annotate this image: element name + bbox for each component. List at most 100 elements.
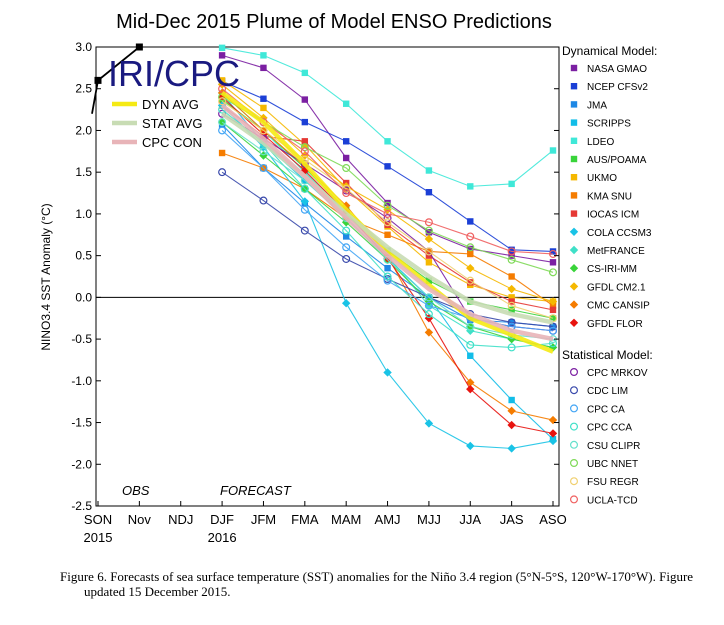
series-line xyxy=(221,100,554,319)
series-point xyxy=(300,197,310,206)
x-tick-label: SON xyxy=(84,512,112,527)
y-tick-label: -0.5 xyxy=(71,332,92,346)
series-line xyxy=(221,88,554,255)
series-point xyxy=(218,149,226,157)
series-point xyxy=(384,138,391,145)
series-point xyxy=(217,117,227,127)
series-point xyxy=(507,334,516,344)
series-point xyxy=(342,226,351,235)
y-tick-label: -2.0 xyxy=(71,457,92,471)
x-tick-label: ASO xyxy=(539,512,566,527)
series-point xyxy=(466,243,475,252)
observed-point xyxy=(94,76,102,84)
series-point xyxy=(300,184,309,193)
series-point xyxy=(425,277,433,284)
series-point xyxy=(217,92,227,102)
y-tick-label: 2.5 xyxy=(75,82,92,96)
series-point xyxy=(383,214,392,223)
x-tick-label: AMJ xyxy=(375,512,401,527)
series-point xyxy=(218,52,226,59)
legend-label: CSU CLIPR xyxy=(587,441,640,452)
y-tick-label: -1.0 xyxy=(71,374,92,388)
legend-label: KMA SNU xyxy=(587,191,632,202)
legend-marker xyxy=(570,101,578,108)
series-point xyxy=(301,118,309,126)
x-tick-label: MJJ xyxy=(417,512,441,527)
series-point xyxy=(383,368,392,377)
series-point xyxy=(383,272,392,281)
series-line xyxy=(221,171,554,328)
series-point xyxy=(549,248,557,255)
series-point xyxy=(548,268,557,277)
series-point xyxy=(466,384,475,394)
series-point xyxy=(549,259,557,266)
legend-label: COLA CCSM3 xyxy=(587,228,652,239)
series-ucla-tcd xyxy=(218,84,557,258)
series-point xyxy=(301,138,309,145)
series-point xyxy=(383,276,392,285)
series-point xyxy=(548,249,557,258)
legend-label: MetFRANCE xyxy=(587,246,645,257)
series-point xyxy=(384,163,391,170)
series-line xyxy=(221,109,554,348)
logo-text: IRI/CPC xyxy=(108,53,240,94)
series-line xyxy=(221,96,554,273)
series-point xyxy=(425,259,433,266)
series-point xyxy=(217,80,227,89)
model-legend: Dynamical Model: NASA GMAO NCEP CFSv2 JMA SC… xyxy=(562,44,657,506)
legend-label: NASA GMAO xyxy=(587,64,647,75)
legend-marker xyxy=(569,300,579,309)
y-axis-label: NINO3.4 SST Anomaly (°C) xyxy=(39,203,53,350)
legend-marker xyxy=(570,174,578,181)
avg-legend-label: DYN AVG xyxy=(142,97,199,112)
y-tick-label: 0.5 xyxy=(75,249,92,263)
series-point xyxy=(300,205,309,214)
legend-label: UKMO xyxy=(587,173,617,184)
legend-label: CDC LIM xyxy=(587,386,628,397)
legend-label: UCLA-TCD xyxy=(587,495,638,506)
series-point xyxy=(466,263,475,273)
series-point xyxy=(549,147,557,154)
legend-marker xyxy=(569,227,579,236)
series-point xyxy=(548,297,558,306)
series-point xyxy=(383,201,392,210)
series-point xyxy=(424,247,433,256)
average-legend: DYN AVG STAT AVG CPC CON xyxy=(112,97,202,150)
series-point xyxy=(507,318,516,327)
legend-label: AUS/POAMA xyxy=(587,155,647,166)
series-point xyxy=(218,97,227,106)
series-nasa-gmao xyxy=(218,52,557,266)
series-point xyxy=(300,147,309,156)
y-tick-label: 1.5 xyxy=(75,165,92,179)
y-tick-label: -1.5 xyxy=(71,416,92,430)
series-point xyxy=(342,189,351,198)
y-tick-label: 0.0 xyxy=(75,290,92,304)
series-point xyxy=(466,276,475,285)
legend-label: GFDL FLOR xyxy=(587,319,643,330)
x-tick-label: JJA xyxy=(459,512,481,527)
series-point xyxy=(549,315,557,322)
figure-caption: Figure 6. Forecasts of sea surface tempe… xyxy=(60,569,694,599)
series-point xyxy=(259,126,268,135)
series-point xyxy=(424,234,434,244)
series-point xyxy=(508,396,515,404)
series-point xyxy=(507,284,516,294)
series-point xyxy=(384,221,391,228)
series-point xyxy=(548,322,557,331)
x-tick-label: Nov xyxy=(128,512,152,527)
series-point xyxy=(384,264,391,272)
series-point xyxy=(383,218,392,227)
y-tick-label: -2.5 xyxy=(71,499,92,513)
legend-marker xyxy=(570,119,578,126)
series-point xyxy=(467,250,474,258)
x-tick-label: NDJ xyxy=(168,512,193,527)
series-point xyxy=(466,322,475,331)
y-tick-label: 2.0 xyxy=(75,123,92,137)
series-point xyxy=(508,294,515,301)
chart-title: Mid-Dec 2015 Plume of Model ENSO Predict… xyxy=(116,11,552,33)
legend-statistical-title: Statistical Model: xyxy=(562,348,653,362)
x-tick-label: MAM xyxy=(331,512,361,527)
legend-label: IOCAS ICM xyxy=(587,210,639,221)
series-point xyxy=(508,252,515,259)
observed-point xyxy=(135,43,143,51)
